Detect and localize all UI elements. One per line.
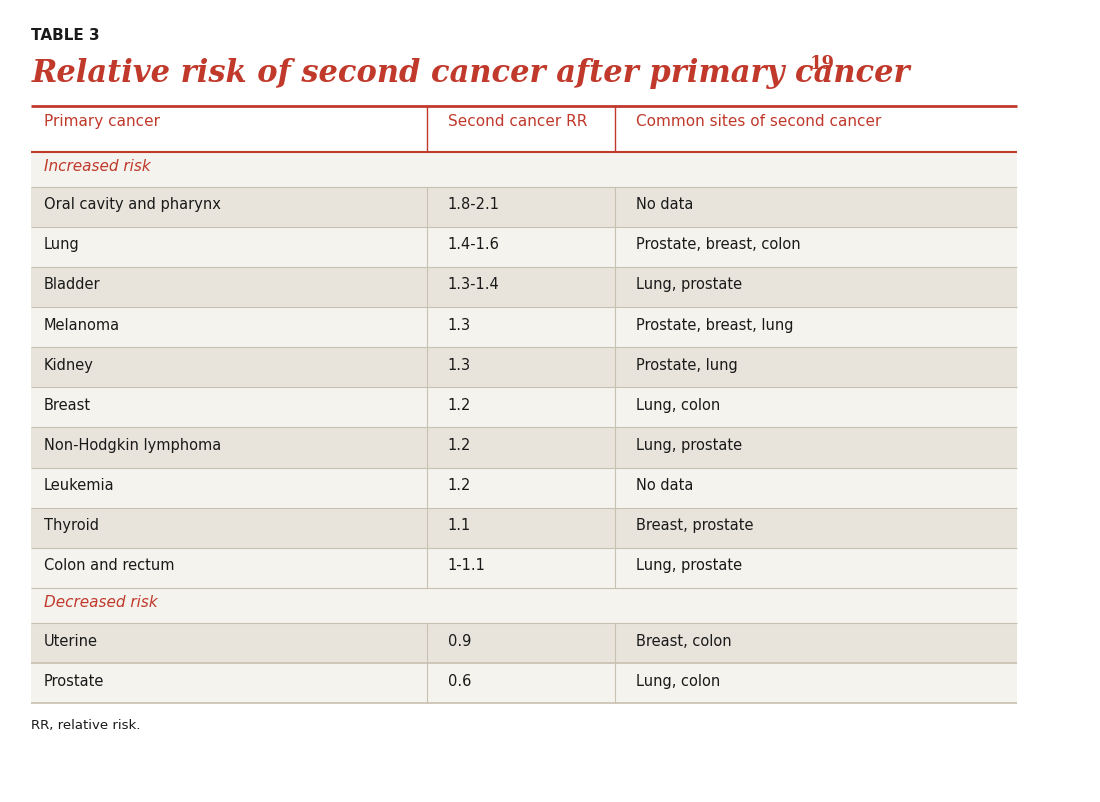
Text: Lung, prostate: Lung, prostate	[636, 558, 742, 573]
Text: RR, relative risk.: RR, relative risk.	[32, 719, 141, 732]
Text: 1.2: 1.2	[448, 478, 471, 493]
Text: 1.3: 1.3	[448, 358, 471, 373]
Text: Oral cavity and pharynx: Oral cavity and pharynx	[44, 197, 221, 213]
Text: Leukemia: Leukemia	[44, 478, 114, 493]
Text: Lung, prostate: Lung, prostate	[636, 277, 742, 293]
Text: Second cancer RR: Second cancer RR	[448, 114, 587, 129]
Bar	[32, 663, 1016, 703]
Bar	[32, 588, 1016, 623]
Bar	[32, 468, 1016, 508]
Text: 1.4-1.6: 1.4-1.6	[448, 237, 499, 253]
Text: 19: 19	[810, 55, 834, 72]
Text: Lung: Lung	[44, 237, 80, 253]
Text: Lung, colon: Lung, colon	[636, 398, 720, 413]
Bar	[32, 227, 1016, 267]
Text: Thyroid: Thyroid	[44, 518, 99, 533]
Text: Prostate: Prostate	[44, 674, 104, 689]
Bar	[32, 548, 1016, 588]
Text: Lung, colon: Lung, colon	[636, 674, 720, 689]
Bar	[32, 152, 1016, 187]
Text: Lung, prostate: Lung, prostate	[636, 438, 742, 453]
Text: Prostate, breast, colon: Prostate, breast, colon	[636, 237, 801, 253]
Text: No data: No data	[636, 197, 694, 213]
Text: Prostate, lung: Prostate, lung	[636, 358, 738, 373]
Text: Colon and rectum: Colon and rectum	[44, 558, 175, 573]
Text: 0.9: 0.9	[448, 634, 471, 649]
Text: 1.2: 1.2	[448, 438, 471, 453]
Bar	[32, 307, 1016, 347]
Text: Common sites of second cancer: Common sites of second cancer	[636, 114, 882, 129]
Text: Primary cancer: Primary cancer	[44, 114, 160, 129]
Bar	[32, 267, 1016, 307]
Text: 1.3: 1.3	[448, 318, 471, 333]
Text: 0.6: 0.6	[448, 674, 471, 689]
Text: No data: No data	[636, 478, 694, 493]
Text: Uterine: Uterine	[44, 634, 98, 649]
Bar	[32, 106, 1016, 152]
Bar	[32, 427, 1016, 468]
Text: Prostate, breast, lung: Prostate, breast, lung	[636, 318, 794, 333]
Text: Bladder: Bladder	[44, 277, 101, 293]
Text: Decreased risk: Decreased risk	[44, 595, 157, 610]
Bar	[32, 508, 1016, 548]
Bar	[32, 623, 1016, 663]
Text: 1.1: 1.1	[448, 518, 471, 533]
Text: Increased risk: Increased risk	[44, 159, 151, 174]
Text: Breast, prostate: Breast, prostate	[636, 518, 754, 533]
Bar	[32, 347, 1016, 387]
Text: Non-Hodgkin lymphoma: Non-Hodgkin lymphoma	[44, 438, 221, 453]
Text: Breast: Breast	[44, 398, 91, 413]
Text: Relative risk of second cancer after primary cancer: Relative risk of second cancer after pri…	[32, 58, 910, 89]
Bar	[32, 387, 1016, 427]
Text: 1.8-2.1: 1.8-2.1	[448, 197, 499, 213]
Text: 1.3-1.4: 1.3-1.4	[448, 277, 499, 293]
Bar	[32, 187, 1016, 227]
Text: TABLE 3: TABLE 3	[32, 28, 100, 43]
Text: Melanoma: Melanoma	[44, 318, 120, 333]
Text: Breast, colon: Breast, colon	[636, 634, 732, 649]
Text: Kidney: Kidney	[44, 358, 94, 373]
Text: 1-1.1: 1-1.1	[448, 558, 485, 573]
Text: 1.2: 1.2	[448, 398, 471, 413]
